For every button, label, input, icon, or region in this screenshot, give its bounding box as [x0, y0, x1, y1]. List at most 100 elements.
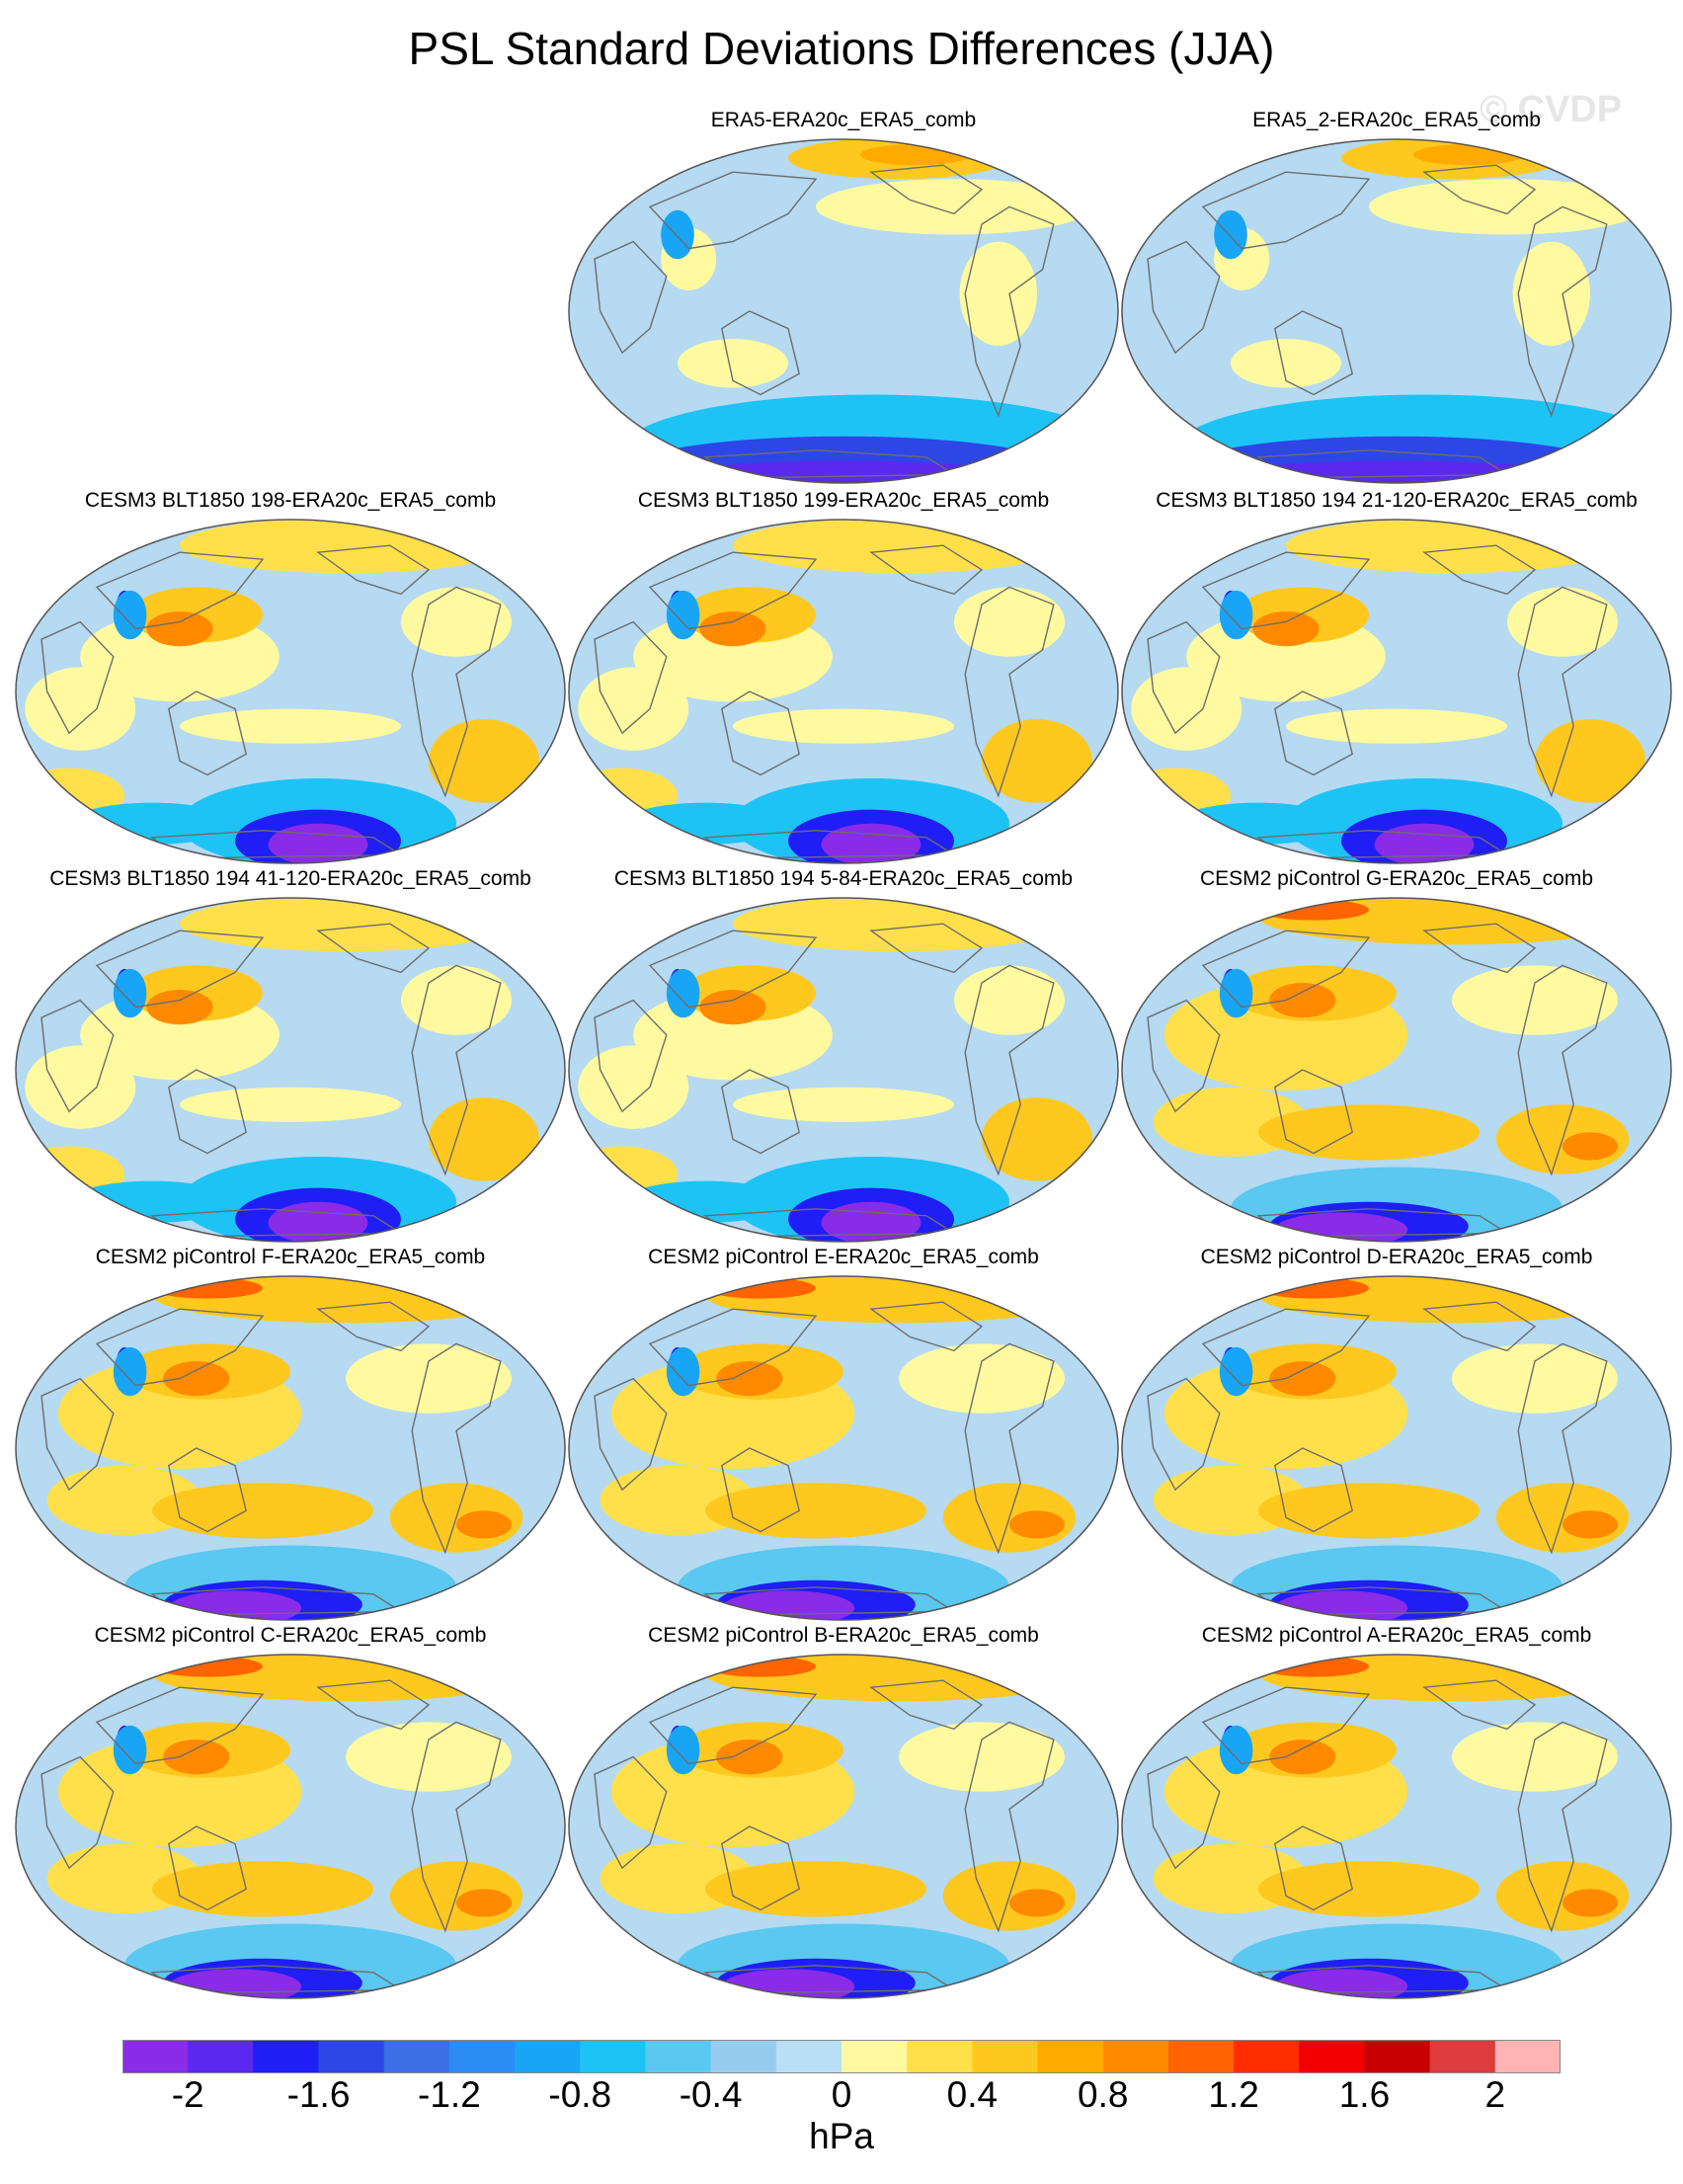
colorbar-tick: -1.2	[418, 2074, 481, 2115]
contour-blob	[1269, 1739, 1336, 1775]
contour-blob	[1009, 1889, 1065, 1917]
coastline	[1147, 1377, 1221, 1492]
map-border	[15, 897, 566, 1243]
contour-blob	[1563, 1510, 1618, 1539]
contour-blob	[666, 590, 700, 640]
colorbar-swatch	[580, 2040, 646, 2073]
colorbar-units: hPa	[809, 2116, 874, 2156]
colorbar-swatch	[842, 2040, 908, 2073]
panel-title: CESM2 piControl B-ERA20c_ERA5_comb	[648, 1624, 1039, 1647]
coastline	[1201, 171, 1371, 250]
coastline	[1517, 964, 1608, 1176]
contour-blob	[401, 965, 512, 1035]
coastline	[1422, 164, 1537, 215]
colorbar-tick: 0	[831, 2074, 852, 2115]
colorbar-swatch	[775, 2040, 842, 2073]
colorbar-tick: -1.6	[286, 2074, 351, 2115]
coastline	[1517, 205, 1608, 418]
contour-blob	[1258, 1104, 1480, 1161]
map-panel: CESM3 BLT1850 194 21-120-ERA20c_ERA5_com…	[1120, 489, 1673, 867]
coastline	[168, 1447, 248, 1533]
coastline	[316, 544, 431, 596]
contour-blob	[152, 1656, 263, 1677]
contour-blob	[401, 587, 512, 657]
contour-blob	[699, 611, 766, 647]
contour-blob	[705, 1277, 816, 1299]
contour-blob	[1535, 719, 1645, 803]
colorbar-swatch	[448, 2040, 516, 2073]
contour-blob	[1214, 209, 1247, 260]
coastline	[594, 240, 668, 355]
projection-map	[15, 897, 566, 1243]
coastline	[1147, 1755, 1221, 1870]
contour-blob	[578, 1045, 689, 1129]
contour-blob	[1252, 611, 1320, 647]
contour-blob	[1009, 1510, 1065, 1539]
contour-blob	[716, 1739, 783, 1775]
contour-blob	[1286, 520, 1618, 574]
contour-blob	[1131, 667, 1242, 751]
panel-title: CESM2 piControl A-ERA20c_ERA5_comb	[1201, 1624, 1592, 1647]
contour-blob	[578, 667, 689, 751]
map-border	[1121, 1654, 1672, 1999]
panel-title: CESM3 BLT1850 194 21-120-ERA20c_ERA5_com…	[1156, 489, 1638, 512]
contour-blob	[456, 1510, 512, 1539]
contour-blob	[1507, 587, 1618, 657]
map-border	[1121, 1275, 1672, 1621]
coastline	[1422, 1679, 1537, 1731]
contour-blob	[152, 1483, 373, 1539]
contour-blob	[268, 1201, 368, 1242]
map-panel: ERA5_2-ERA20c_ERA5_comb	[1120, 109, 1673, 487]
map-border	[1121, 519, 1672, 864]
map-border	[568, 1275, 1119, 1621]
contour-blob	[346, 1343, 512, 1414]
colorbar-swatch	[253, 2040, 320, 2073]
coastline	[1274, 1825, 1354, 1911]
coastline	[964, 964, 1055, 1176]
colorbar-swatch	[1299, 2040, 1365, 2073]
coastline	[594, 620, 668, 735]
projection-map	[1121, 1275, 1672, 1621]
contour-blob	[816, 179, 1092, 235]
map-border	[15, 1275, 566, 1621]
contour-blob	[733, 520, 1065, 574]
contour-blob	[1452, 1722, 1618, 1792]
contour-blob	[163, 1739, 230, 1775]
contour-blob	[1452, 965, 1618, 1035]
contour-blob	[1369, 179, 1645, 235]
contour-blob	[1219, 1725, 1253, 1775]
coastline	[1517, 586, 1608, 798]
contour-blob	[650, 460, 1037, 483]
contour-blob	[163, 1361, 230, 1397]
coastline	[721, 310, 801, 396]
contour-blob	[733, 708, 954, 744]
colorbar-swatch	[972, 2040, 1039, 2073]
colorbar-swatch	[188, 2040, 254, 2073]
coastline	[1201, 930, 1371, 1009]
map-panel: CESM2 piControl E-ERA20c_ERA5_comb	[567, 1246, 1120, 1624]
coastline	[594, 1755, 668, 1870]
contour-blob	[1231, 339, 1341, 388]
contour-blob	[1258, 899, 1369, 921]
map-panel: CESM3 BLT1850 198-ERA20c_ERA5_comb	[14, 489, 567, 867]
coastline	[648, 1308, 818, 1387]
coastline	[1147, 999, 1221, 1113]
projection-map	[15, 1275, 566, 1621]
projection-map	[568, 519, 1119, 864]
map-panel: CESM3 BLT1850 194 5-84-ERA20c_ERA5_comb	[567, 867, 1120, 1246]
panel-title: CESM3 BLT1850 198-ERA20c_ERA5_comb	[84, 489, 497, 512]
map-panel: CESM3 BLT1850 194 41-120-ERA20c_ERA5_com…	[14, 867, 567, 1246]
coastline	[1422, 544, 1537, 596]
map-border	[1121, 138, 1672, 484]
colorbar-swatch	[122, 2040, 189, 2073]
panel-title: CESM3 BLT1850 194 41-120-ERA20c_ERA5_com…	[49, 867, 531, 890]
map-panel: CESM2 piControl A-ERA20c_ERA5_comb	[1120, 1624, 1673, 2002]
contour-blob	[1258, 1483, 1480, 1539]
contour-blob	[1374, 823, 1475, 863]
contour-blob	[733, 1087, 954, 1122]
coastline	[316, 1301, 431, 1352]
coastline	[964, 1721, 1055, 1933]
colorbar-swatch	[383, 2040, 450, 2073]
coastline	[40, 999, 115, 1113]
coastline	[721, 1069, 801, 1155]
